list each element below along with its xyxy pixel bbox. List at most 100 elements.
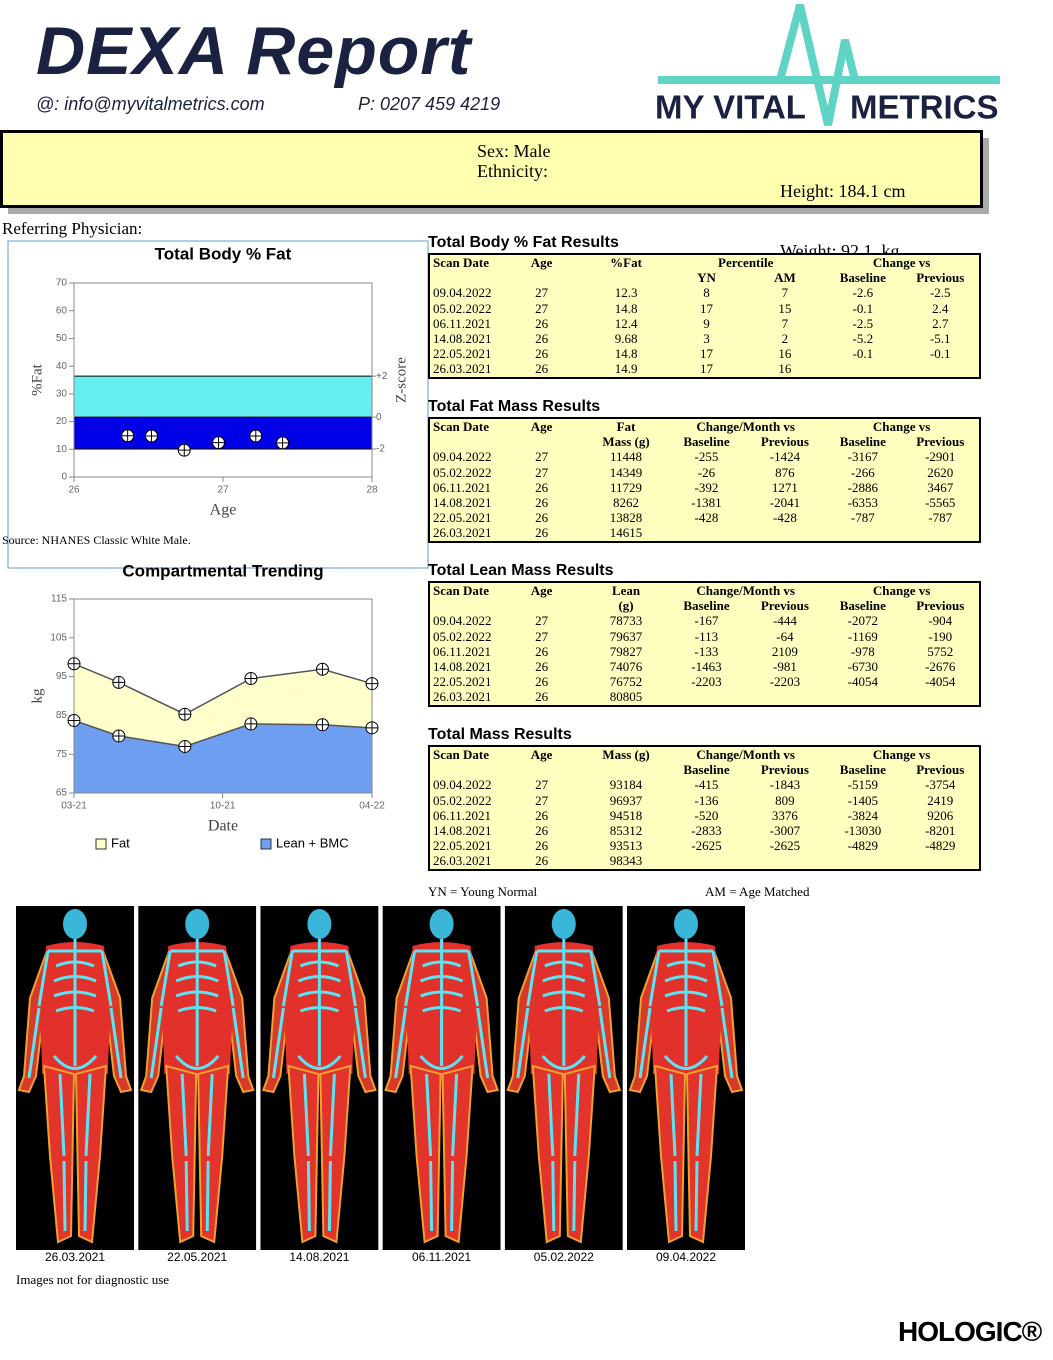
patient-left: Sex: Male Ethnicity:: [477, 141, 551, 181]
table-cell: -0.1: [852, 346, 874, 362]
point-cross: [145, 429, 158, 442]
header-cell: [498, 270, 584, 285]
header-cell: Scan Date: [433, 747, 489, 762]
table-cell: 78733: [609, 613, 643, 629]
table-cell: 26: [535, 346, 549, 362]
table-cell: 22.05.2021: [433, 838, 492, 854]
table-cell: 22.05.2021: [433, 674, 492, 690]
y-tick-label: 10: [56, 444, 68, 455]
table-cell: 79827: [609, 643, 643, 659]
header-cell: YN: [697, 270, 716, 286]
table-cell: 17: [699, 346, 713, 362]
header-cell: [585, 270, 667, 285]
table-cell: 2620: [927, 464, 954, 480]
table-cell: -978: [850, 643, 875, 659]
table-cell: 26: [535, 838, 549, 854]
header-cell: Baseline: [683, 598, 730, 614]
table-cell: -0.1: [852, 300, 874, 316]
footnote: AM = Age Matched: [705, 884, 810, 899]
table-cell: 9206: [927, 807, 954, 823]
table-cell: [902, 361, 980, 377]
table-cell: -167: [694, 613, 719, 629]
source-note: Source: NHANES Classic White Male.: [2, 533, 191, 547]
table-cell: 27: [535, 449, 549, 465]
table-cell: -1424: [769, 449, 801, 465]
table-cell: -2072: [847, 613, 878, 629]
header-cell: Fat: [616, 419, 636, 434]
table-cell: -6353: [847, 495, 878, 511]
table-cell: -981: [772, 659, 797, 675]
header-cell: Baseline: [839, 598, 886, 614]
table-cell: -64: [776, 628, 794, 644]
header-row: Scan Date Age %Fat Percentile Change vs: [429, 254, 980, 270]
data-row: 22.05.2021 26 14.8 17 16 -0.1 -0.1: [429, 346, 980, 361]
header-cell: Change vs: [872, 747, 931, 762]
scan-date: 09.04.2022: [656, 1250, 716, 1264]
body-scan-image: [382, 906, 501, 1250]
point-cross: [276, 436, 289, 449]
point-cross: [244, 717, 257, 730]
x-tick-label: 04-22: [359, 801, 385, 812]
x-axis-label: Age: [210, 502, 237, 519]
hologic-logo: HOLOGIC®: [898, 1316, 1042, 1347]
table-cell: -4829: [925, 838, 956, 854]
table-cell: -2041: [769, 495, 801, 511]
point-cross: [178, 444, 191, 457]
table-cell: 7: [781, 285, 789, 301]
table-cell: 3467: [927, 479, 954, 495]
footnote: YN = Young Normal: [428, 884, 538, 899]
header-cell: Previous: [760, 762, 809, 778]
y-axis-label: %Fat: [29, 363, 45, 395]
table-cell: 2109: [771, 643, 798, 659]
table-cell: 14.08.2021: [433, 823, 492, 839]
patient-field: Sex: Male: [477, 141, 551, 161]
logo-text: MY VITAL: [655, 89, 806, 126]
x-axis-label: Date: [208, 818, 238, 835]
header-cell: AM: [774, 270, 796, 286]
table-cell: 3: [703, 331, 710, 347]
body-scan-image: [260, 906, 379, 1250]
y-tick-label: 30: [56, 388, 68, 399]
header-cell: Age: [530, 419, 553, 434]
table-cell: -5159: [847, 777, 878, 793]
header-cell: Previous: [760, 598, 809, 614]
table-cell: 14.08.2021: [433, 659, 492, 675]
data-row: 22.05.2021 26 93513 -2625 -2625 -4829 -4829: [429, 838, 980, 853]
table-cell: 93513: [609, 838, 643, 854]
logo: MY VITAL METRICS: [655, 3, 1000, 126]
logo-text: METRICS: [850, 89, 999, 126]
header-cell: Baseline: [839, 434, 886, 450]
point-cross: [178, 708, 191, 721]
table-title: Total Body % Fat Results: [428, 234, 619, 251]
header-cell: [429, 270, 498, 285]
table-cell: -13030: [844, 823, 882, 839]
table-cell: 94518: [609, 807, 643, 823]
table-cell: 26: [535, 853, 549, 869]
table-cell: [746, 525, 824, 541]
data-row: 06.11.2021 26 12.4 9 7 -2.5 2.7: [429, 316, 980, 331]
table-cell: -428: [694, 510, 719, 526]
y2-axis-label: Z-score: [393, 357, 409, 403]
point-cross: [112, 676, 125, 689]
header-cell: [585, 762, 667, 777]
logo-bar: [658, 76, 1000, 84]
table-cell: -3007: [769, 823, 801, 839]
y-tick-label: 85: [56, 710, 68, 721]
x-tick-label: 26: [68, 485, 80, 496]
table-cell: -428: [772, 510, 797, 526]
data-row: 05.02.2022 27 14.8 17 15 -0.1 2.4: [429, 301, 980, 316]
table-cell: 9.68: [614, 331, 638, 347]
table-block: Total Mass Results Scan Date Age Mass (g) Ch…: [428, 725, 981, 871]
table-cell: 14349: [609, 464, 643, 480]
data-row: 26.03.2021 26 80805: [429, 689, 980, 705]
table-cell: 2.4: [932, 300, 949, 316]
table-cell: -2203: [691, 674, 722, 690]
table-title: Total Lean Mass Results: [428, 562, 614, 579]
plot-frame: [73, 282, 373, 478]
y-tick-label: 115: [51, 594, 67, 605]
table-cell: -4054: [925, 674, 956, 690]
header-cell: Scan Date: [433, 255, 489, 270]
table-cell: [667, 525, 745, 541]
header-row: Mass (g) Baseline Previous Baseline Previous: [429, 434, 980, 449]
data-row: 05.02.2022 27 79637 -113 -64 -1169 -190: [429, 629, 980, 644]
